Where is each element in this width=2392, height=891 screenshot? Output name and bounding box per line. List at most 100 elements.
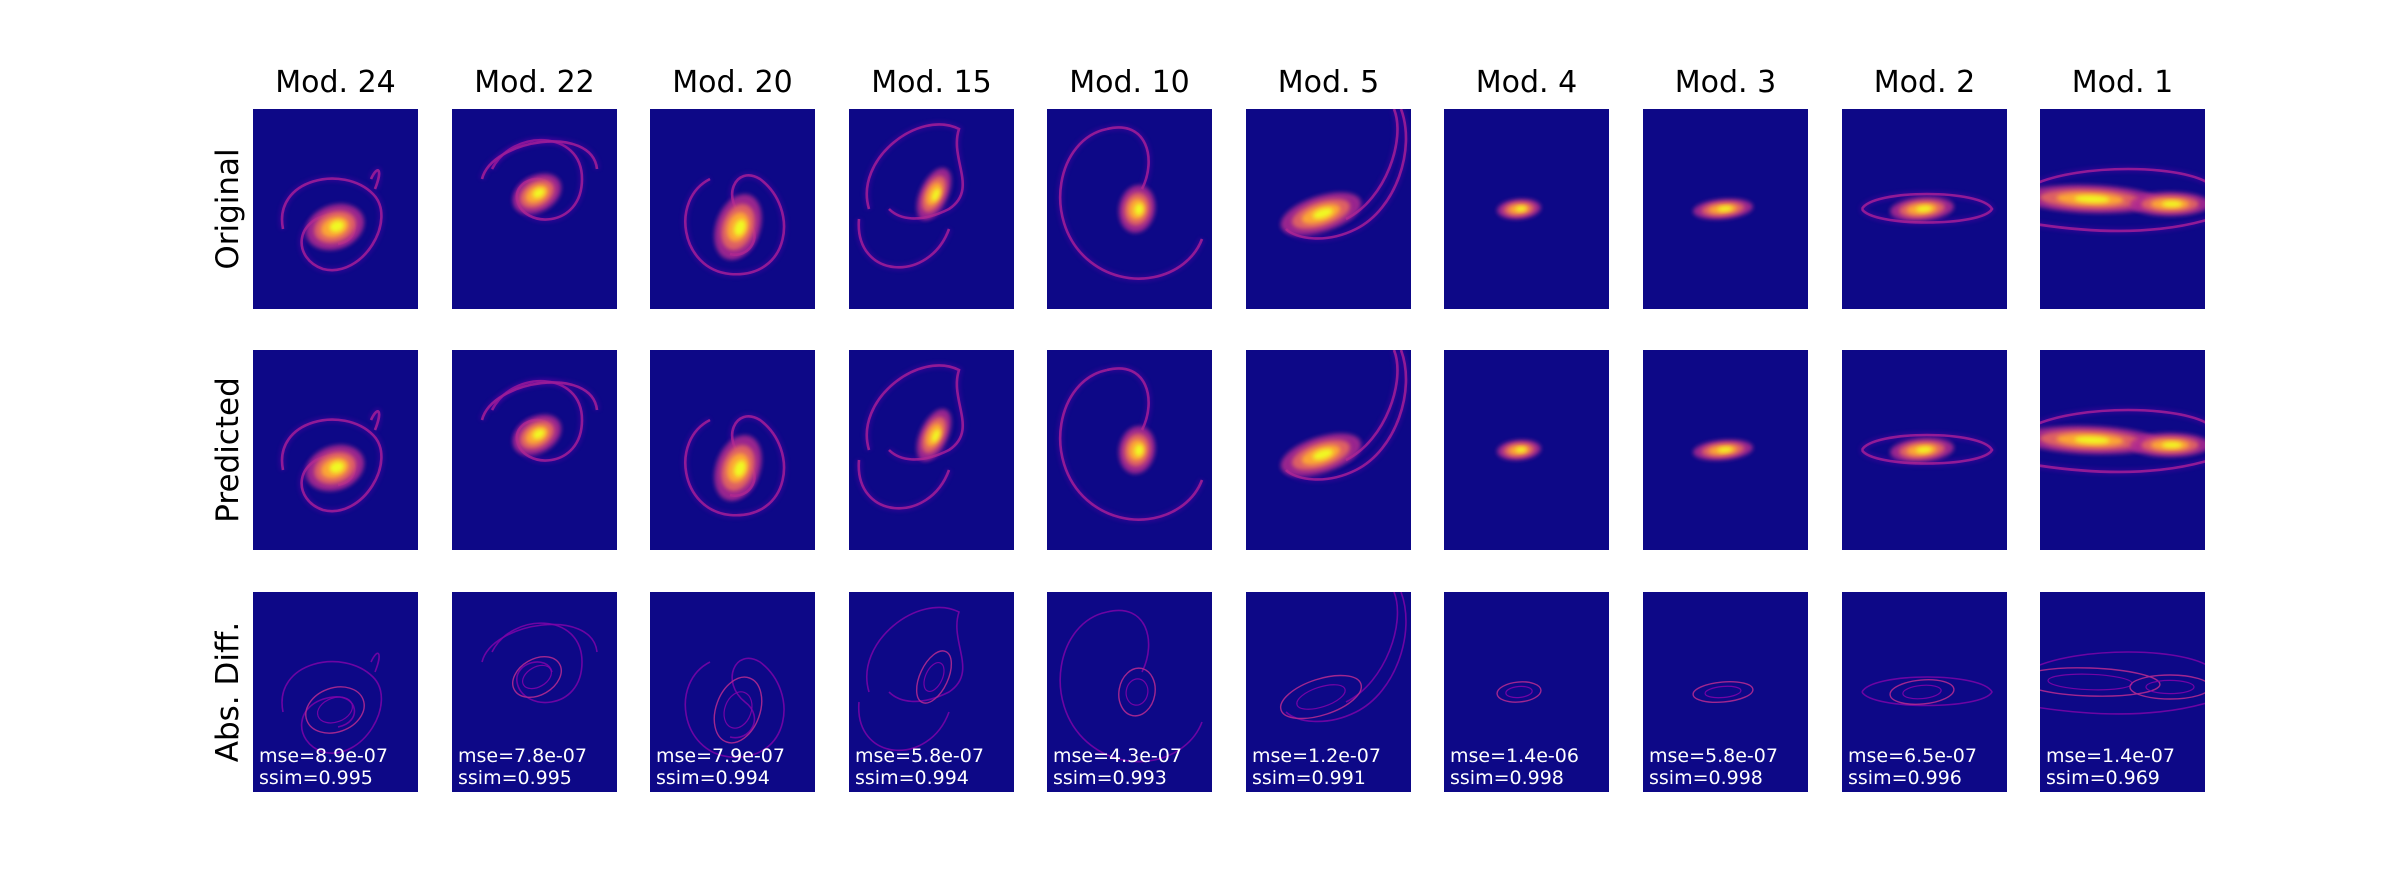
column-title: Mod. 24: [275, 65, 396, 100]
original-image: [1693, 198, 1753, 220]
predicted-image: [1497, 439, 1541, 461]
diff-image: [1496, 681, 1542, 703]
diff-panel: mse=6.5e-07 ssim=0.996: [1842, 592, 2007, 792]
mse-value: mse=4.3e-07: [1053, 745, 1182, 767]
diff-image: [1692, 681, 1754, 703]
metrics-label: mse=8.9e-07 ssim=0.995: [259, 745, 388, 789]
predicted-image: [2040, 407, 2205, 475]
original-panel: [1246, 109, 1411, 309]
diff-image: [281, 652, 383, 754]
mse-value: mse=5.8e-07: [855, 745, 984, 767]
original-panel: [650, 109, 815, 309]
mse-value: mse=6.5e-07: [1848, 745, 1977, 767]
ssim-value: ssim=0.993: [1053, 767, 1167, 789]
mse-value: mse=7.9e-07: [656, 745, 785, 767]
predicted-image: [855, 362, 966, 512]
mse-value: mse=7.8e-07: [458, 745, 587, 767]
column-title: Mod. 15: [871, 65, 992, 100]
diff-image: [684, 657, 785, 758]
predicted-image: [279, 408, 385, 515]
diff-image: [1861, 676, 1993, 707]
original-panel: [1643, 109, 1808, 309]
predicted-image: [479, 378, 600, 464]
row-label: Original: [210, 148, 246, 270]
diff-panel: mse=5.8e-07 ssim=0.994: [849, 592, 1014, 792]
original-panel: [1047, 109, 1212, 309]
ssim-value: ssim=0.991: [1252, 767, 1366, 789]
original-image: [2040, 166, 2205, 234]
metrics-label: mse=7.8e-07 ssim=0.995: [458, 745, 587, 789]
diff-panel: mse=7.8e-07 ssim=0.995: [452, 592, 617, 792]
mse-value: mse=1.4e-06: [1450, 745, 1579, 767]
original-panel: [253, 109, 418, 309]
ssim-value: ssim=0.996: [1848, 767, 1962, 789]
original-image: [855, 121, 966, 271]
predicted-panel: [1047, 350, 1212, 550]
column-title: Mod. 3: [1674, 65, 1777, 100]
ssim-value: ssim=0.969: [2046, 767, 2160, 789]
predicted-panel: [1842, 350, 2007, 550]
diff-image: [481, 622, 598, 704]
original-panel: [1444, 109, 1609, 309]
diff-image: [1279, 592, 1407, 723]
column-title: Mod. 1: [2071, 65, 2174, 100]
diff-image: [858, 606, 964, 751]
predicted-image: [682, 413, 787, 519]
metrics-label: mse=1.2e-07 ssim=0.991: [1252, 745, 1381, 789]
column-title: Mod. 22: [474, 65, 595, 100]
column-title: Mod. 10: [1069, 65, 1190, 100]
metrics-label: mse=1.4e-06 ssim=0.998: [1450, 745, 1579, 789]
original-panel: [2040, 109, 2205, 309]
metrics-label: mse=7.9e-07 ssim=0.994: [656, 745, 785, 789]
predicted-panel: [650, 350, 815, 550]
diff-image: [2040, 651, 2205, 715]
row-label: Abs. Diff.: [210, 621, 246, 763]
mse-value: mse=8.9e-07: [259, 745, 388, 767]
predicted-panel: [253, 350, 418, 550]
column-title: Mod. 4: [1475, 65, 1578, 100]
diff-panel: mse=1.4e-07 ssim=0.969: [2040, 592, 2205, 792]
original-panel: [849, 109, 1014, 309]
original-panel: [1842, 109, 2007, 309]
ssim-value: ssim=0.998: [1649, 767, 1763, 789]
predicted-image: [1280, 350, 1409, 483]
diff-panel: mse=8.9e-07 ssim=0.995: [253, 592, 418, 792]
predicted-panel: [1643, 350, 1808, 550]
column-title: Mod. 5: [1277, 65, 1380, 100]
metrics-label: mse=5.8e-07 ssim=0.998: [1649, 745, 1778, 789]
ssim-value: ssim=0.995: [458, 767, 572, 789]
predicted-panel: [452, 350, 617, 550]
ssim-value: ssim=0.994: [855, 767, 969, 789]
predicted-image: [1057, 365, 1205, 523]
diff-image: [1059, 609, 1203, 763]
predicted-panel: [1444, 350, 1609, 550]
metrics-label: mse=6.5e-07 ssim=0.996: [1848, 745, 1977, 789]
original-image: [1859, 191, 1996, 226]
original-panel: [452, 109, 617, 309]
diff-panel: mse=4.3e-07 ssim=0.993: [1047, 592, 1212, 792]
mse-value: mse=1.4e-07: [2046, 745, 2175, 767]
predicted-panel: [2040, 350, 2205, 550]
row-label: Predicted: [210, 377, 246, 523]
original-image: [1057, 124, 1205, 282]
original-image: [479, 137, 600, 223]
metrics-label: mse=5.8e-07 ssim=0.994: [855, 745, 984, 789]
metrics-label: mse=1.4e-07 ssim=0.969: [2046, 745, 2175, 789]
ssim-value: ssim=0.998: [1450, 767, 1564, 789]
ssim-value: ssim=0.995: [259, 767, 373, 789]
predicted-image: [1693, 439, 1753, 461]
diff-panel: mse=5.8e-07 ssim=0.998: [1643, 592, 1808, 792]
diff-panel: mse=1.2e-07 ssim=0.991: [1246, 592, 1411, 792]
predicted-image: [1859, 432, 1996, 467]
ssim-value: ssim=0.994: [656, 767, 770, 789]
diff-panel: mse=1.4e-06 ssim=0.998: [1444, 592, 1609, 792]
original-image: [1497, 198, 1541, 220]
original-image: [682, 172, 787, 278]
column-title: Mod. 2: [1873, 65, 1976, 100]
mse-value: mse=5.8e-07: [1649, 745, 1778, 767]
diff-panel: mse=7.9e-07 ssim=0.994: [650, 592, 815, 792]
metrics-label: mse=4.3e-07 ssim=0.993: [1053, 745, 1182, 789]
predicted-panel: [849, 350, 1014, 550]
mse-value: mse=1.2e-07: [1252, 745, 1381, 767]
